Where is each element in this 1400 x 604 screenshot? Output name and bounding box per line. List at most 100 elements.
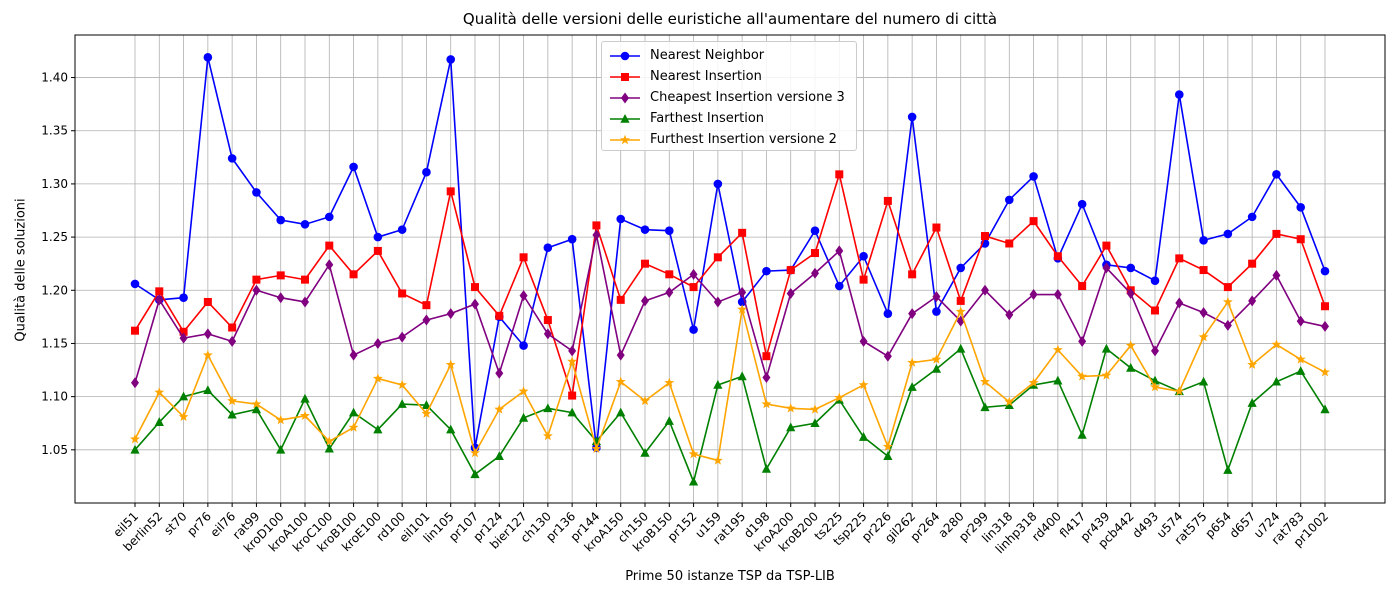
data-point bbox=[421, 408, 432, 418]
legend-label: Nearest Neighbor bbox=[650, 48, 765, 63]
data-point bbox=[1321, 320, 1329, 332]
legend-label: Farthest Insertion bbox=[650, 111, 765, 126]
data-point bbox=[834, 392, 845, 402]
data-point bbox=[835, 170, 844, 179]
data-point bbox=[980, 402, 990, 412]
data-point bbox=[1077, 371, 1088, 381]
data-point bbox=[568, 391, 577, 400]
data-point bbox=[1320, 366, 1330, 377]
data-point bbox=[955, 306, 966, 316]
data-point bbox=[1271, 339, 1282, 349]
data-point bbox=[689, 325, 698, 334]
data-point bbox=[737, 371, 747, 381]
data-point bbox=[276, 292, 285, 304]
plot-frame bbox=[74, 34, 1386, 504]
y-tick-label: 1.10 bbox=[41, 390, 68, 404]
data-point bbox=[1101, 343, 1112, 353]
data-point bbox=[1223, 319, 1232, 331]
data-point bbox=[300, 220, 310, 229]
data-point bbox=[178, 391, 189, 401]
data-point bbox=[373, 246, 382, 255]
y-tick-label: 1.40 bbox=[41, 71, 68, 85]
data-point bbox=[1078, 335, 1087, 347]
legend-label: Furthest Insertion versione 2 bbox=[650, 132, 837, 147]
data-point bbox=[664, 377, 675, 388]
data-point bbox=[228, 323, 237, 332]
data-point bbox=[397, 379, 408, 390]
data-point bbox=[713, 179, 723, 189]
data-point bbox=[810, 418, 820, 428]
data-point bbox=[737, 304, 748, 314]
data-point bbox=[445, 359, 456, 369]
data-point bbox=[688, 448, 699, 459]
data-point bbox=[641, 295, 649, 307]
data-point bbox=[301, 275, 309, 284]
data-point bbox=[421, 400, 432, 409]
legend-swatch bbox=[610, 92, 640, 103]
data-point bbox=[1296, 366, 1306, 375]
data-point bbox=[1126, 263, 1136, 273]
data-point bbox=[276, 444, 286, 454]
data-point bbox=[203, 385, 213, 395]
data-point bbox=[931, 354, 942, 364]
data-point bbox=[1053, 252, 1062, 261]
legend-entry: Nearest Insertion bbox=[608, 66, 850, 87]
data-point bbox=[1320, 404, 1330, 414]
data-point bbox=[712, 455, 723, 465]
data-point bbox=[1247, 212, 1257, 222]
data-point bbox=[640, 395, 650, 406]
data-point bbox=[494, 451, 504, 460]
data-point bbox=[1053, 375, 1063, 385]
data-point bbox=[931, 363, 942, 373]
series-line bbox=[134, 234, 1326, 384]
data-point bbox=[179, 332, 188, 344]
data-point bbox=[228, 335, 237, 347]
data-point bbox=[494, 404, 505, 414]
data-point bbox=[1126, 287, 1135, 299]
data-point bbox=[908, 308, 917, 320]
data-point bbox=[276, 215, 286, 225]
data-point bbox=[519, 253, 528, 262]
data-point bbox=[859, 335, 868, 347]
data-point bbox=[1053, 289, 1062, 301]
data-point bbox=[665, 270, 674, 279]
data-point bbox=[616, 349, 625, 361]
data-point bbox=[567, 407, 577, 417]
data-point bbox=[422, 314, 431, 326]
series-2 bbox=[131, 170, 1329, 400]
legend-entry: Nearest Neighbor bbox=[608, 45, 850, 66]
data-point bbox=[908, 270, 917, 279]
data-point bbox=[981, 232, 989, 241]
data-point bbox=[325, 241, 334, 250]
data-point bbox=[592, 221, 601, 230]
data-point bbox=[1247, 359, 1258, 369]
data-point bbox=[786, 266, 795, 275]
legend-label: Nearest Insertion bbox=[650, 69, 762, 84]
data-point bbox=[1150, 381, 1160, 392]
data-point bbox=[1320, 266, 1330, 276]
data-point bbox=[907, 382, 917, 391]
series-1 bbox=[130, 53, 1330, 452]
data-point bbox=[568, 345, 577, 357]
legend-swatch bbox=[610, 51, 640, 60]
data-point bbox=[688, 476, 699, 486]
data-point bbox=[325, 259, 334, 271]
data-point bbox=[227, 154, 237, 163]
data-point bbox=[446, 55, 456, 64]
data-point bbox=[811, 267, 819, 279]
data-point bbox=[495, 367, 504, 379]
data-point bbox=[276, 271, 285, 280]
data-point bbox=[470, 469, 480, 479]
data-point bbox=[1321, 302, 1329, 311]
data-point bbox=[1223, 229, 1233, 239]
data-point bbox=[1175, 297, 1184, 309]
data-point bbox=[252, 275, 261, 284]
data-point bbox=[203, 297, 212, 306]
data-point bbox=[373, 232, 383, 242]
legend-swatch-marker bbox=[620, 113, 630, 123]
data-point bbox=[1272, 170, 1281, 179]
data-point bbox=[471, 298, 479, 310]
data-point bbox=[689, 268, 698, 280]
data-point bbox=[834, 281, 844, 291]
data-point bbox=[373, 424, 383, 434]
